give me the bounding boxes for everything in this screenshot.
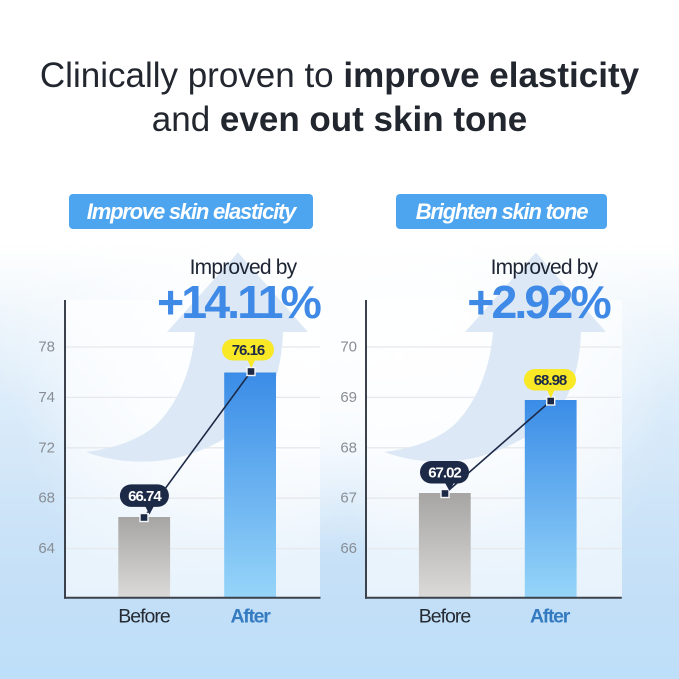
svg-text:Before: Before bbox=[419, 606, 471, 628]
svg-text:66.74: 66.74 bbox=[128, 488, 162, 505]
svg-text:68.98: 68.98 bbox=[534, 372, 567, 389]
svg-text:After: After bbox=[230, 606, 271, 628]
svg-text:67.02: 67.02 bbox=[428, 465, 461, 482]
svg-text:69: 69 bbox=[340, 389, 357, 406]
svg-text:64: 64 bbox=[38, 540, 55, 557]
svg-text:76.16: 76.16 bbox=[232, 342, 265, 359]
svg-text:72: 72 bbox=[38, 439, 55, 456]
svg-text:70: 70 bbox=[340, 339, 357, 356]
svg-text:Before: Before bbox=[118, 606, 170, 628]
svg-text:68: 68 bbox=[340, 439, 357, 456]
svg-text:67: 67 bbox=[340, 490, 357, 507]
svg-text:66: 66 bbox=[340, 540, 357, 557]
svg-text:74: 74 bbox=[38, 389, 55, 406]
svg-text:78: 78 bbox=[38, 339, 55, 356]
svg-text:After: After bbox=[530, 606, 571, 628]
svg-text:68: 68 bbox=[38, 490, 55, 507]
